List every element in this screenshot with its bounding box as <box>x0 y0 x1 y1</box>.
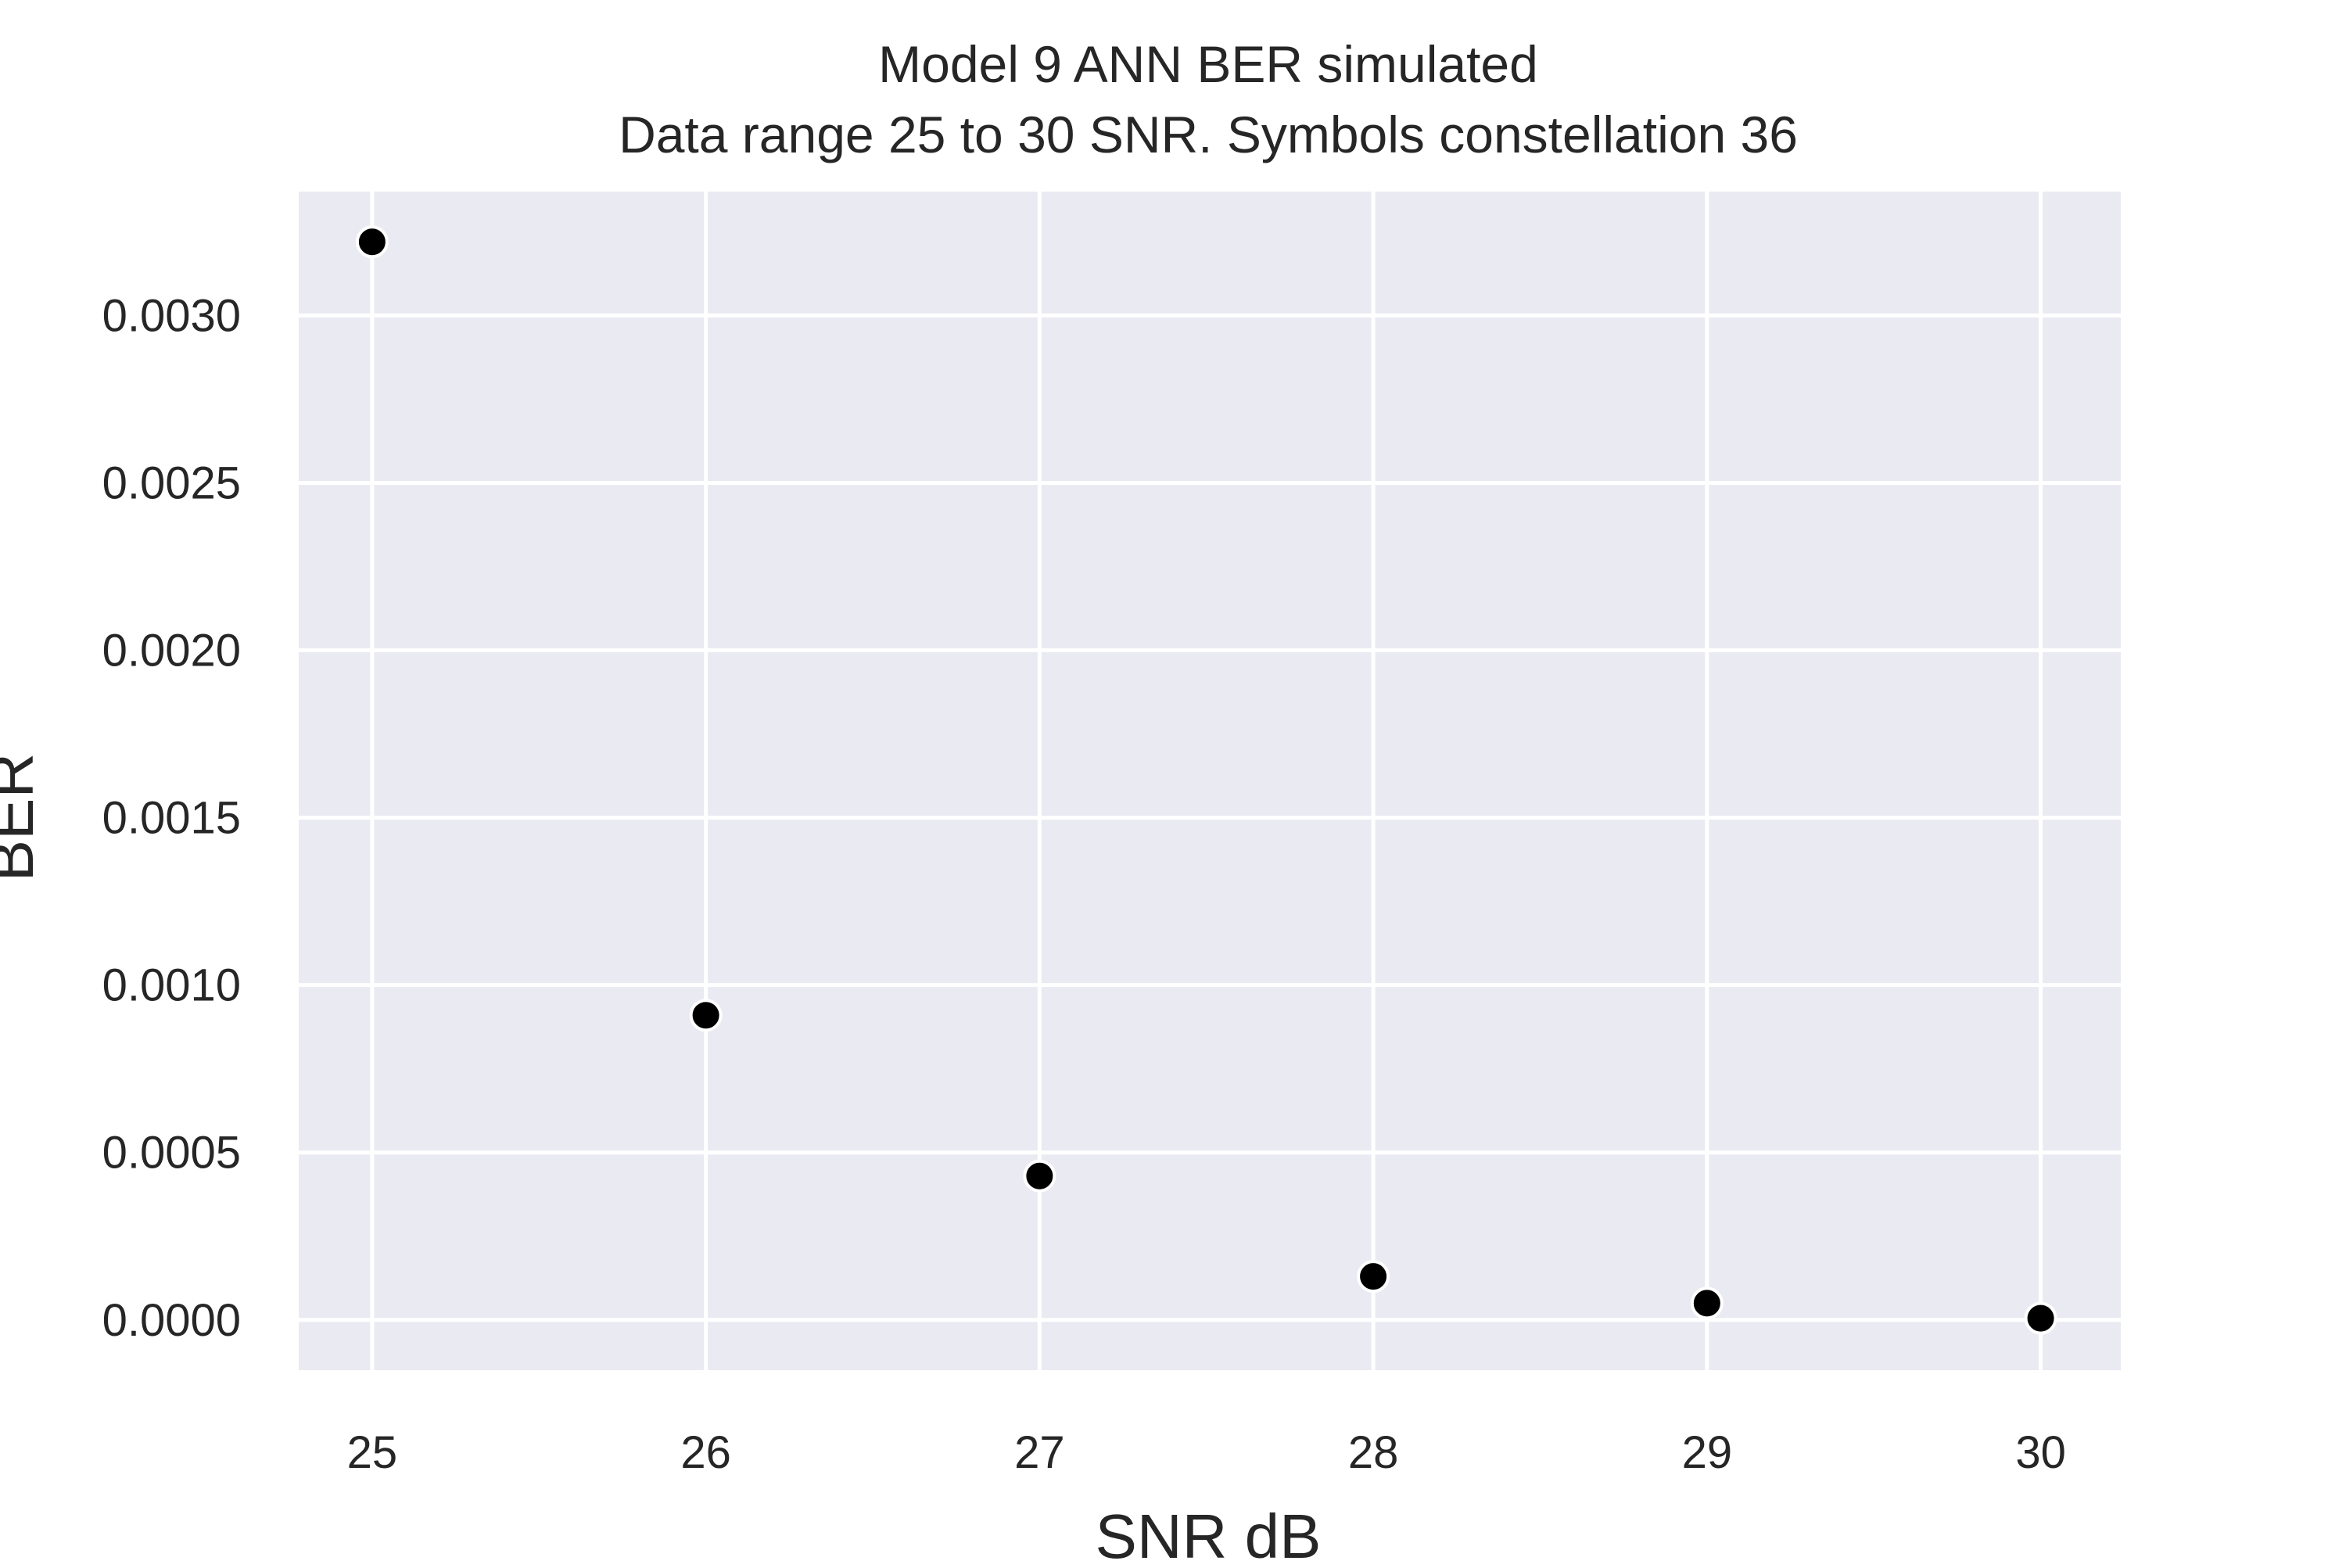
grid-lines <box>299 192 2121 1370</box>
y-tick-label: 0.0015 <box>102 793 241 844</box>
y-axis-ticks: 0.0000 0.0005 0.0010 0.0015 0.0020 0.0025 0.00… <box>102 290 241 1345</box>
data-point <box>1690 1286 1724 1320</box>
x-tick-label: 29 <box>1682 1427 1733 1478</box>
x-tick-label: 28 <box>1348 1427 1399 1478</box>
data-point <box>689 999 723 1032</box>
x-tick-label: 30 <box>2015 1427 2066 1478</box>
x-axis-ticks: 25 26 27 28 29 30 <box>347 1427 2066 1478</box>
data-point <box>355 225 389 259</box>
y-tick-label: 0.0020 <box>102 626 241 676</box>
y-tick-label: 0.0030 <box>102 290 241 341</box>
y-axis-label: BER <box>0 753 46 882</box>
y-tick-label: 0.0010 <box>102 960 241 1011</box>
data-point <box>2024 1301 2057 1335</box>
data-point <box>1023 1159 1056 1193</box>
x-axis-label: SNR dB <box>1096 1502 1322 1564</box>
data-points <box>355 225 2057 1335</box>
chart-subtitle: Data range 25 to 30 SNR. Symbols constel… <box>619 106 1798 163</box>
plot-area <box>299 192 2121 1370</box>
y-tick-label: 0.0025 <box>102 457 241 508</box>
x-tick-label: 27 <box>1014 1427 1065 1478</box>
y-tick-label: 0.0000 <box>102 1295 241 1346</box>
y-tick-label: 0.0005 <box>102 1128 241 1179</box>
chart-title: Model 9 ANN BER simulated <box>878 35 1538 93</box>
x-tick-label: 25 <box>347 1427 398 1478</box>
x-tick-label: 26 <box>680 1427 731 1478</box>
data-point <box>1357 1260 1390 1294</box>
